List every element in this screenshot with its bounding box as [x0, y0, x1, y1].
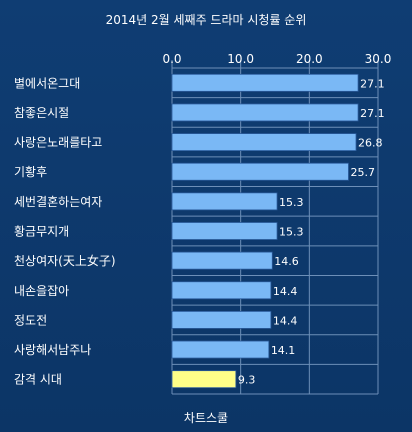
- category-label: 황금무지개: [14, 225, 69, 239]
- source-label: 차트스쿨: [184, 411, 228, 425]
- value-label: 26.8: [358, 137, 383, 150]
- x-tick-label: 0.0: [162, 52, 181, 66]
- category-label: 별에서온그대: [14, 76, 80, 90]
- category-label: 감격 시대: [14, 373, 62, 387]
- x-tick-label: 20.0: [296, 52, 323, 66]
- category-label: 사랑은노래를타고: [14, 136, 102, 150]
- bar: [171, 133, 357, 151]
- category-label: 천상여자(天上女子): [14, 253, 116, 268]
- x-tick-label: 30.0: [365, 52, 392, 66]
- value-label: 9.3: [238, 374, 256, 387]
- value-label: 27.1: [360, 77, 385, 90]
- bar: [171, 340, 270, 359]
- bar: [171, 370, 237, 389]
- value-label: 15.3: [279, 226, 304, 239]
- category-label: 정도전: [14, 313, 47, 327]
- x-tick-label: 10.0: [227, 52, 254, 66]
- bar: [171, 281, 272, 300]
- bar: [171, 162, 349, 181]
- bar: [171, 222, 278, 240]
- bar: [171, 311, 272, 329]
- category-label: 참좋은시절: [14, 106, 69, 120]
- bar: [171, 103, 359, 122]
- chart-title: 2014년 2월 세째주 드라마 시청률 순위: [106, 13, 307, 27]
- value-label: 15.3: [279, 196, 304, 209]
- category-label: 기황후: [14, 165, 47, 179]
- category-label: 세번결혼하는여자: [14, 195, 102, 209]
- category-label: 사랑해서남주나: [14, 343, 91, 357]
- value-label: 14.4: [273, 314, 298, 327]
- category-label: 내손을잡아: [14, 284, 69, 298]
- value-label: 14.1: [271, 344, 296, 357]
- bar: [171, 192, 278, 211]
- value-label: 27.1: [360, 107, 385, 120]
- bar: [171, 73, 359, 92]
- bar-layer: [171, 73, 359, 389]
- value-label: 14.4: [273, 285, 298, 298]
- bar: [171, 251, 273, 270]
- value-label: 14.6: [274, 255, 299, 268]
- value-label: 25.7: [350, 166, 375, 179]
- label-layer: 0.0 10.0 20.0 30.0 별에서온그대 27.1 참좋은시절 27.1 사랑은노래를…: [14, 52, 391, 387]
